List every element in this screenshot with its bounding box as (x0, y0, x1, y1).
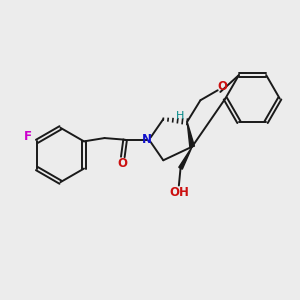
Text: OH: OH (169, 186, 190, 199)
Polygon shape (187, 122, 194, 147)
Text: O: O (218, 80, 228, 93)
Text: F: F (24, 130, 32, 143)
Text: N: N (142, 133, 152, 146)
Polygon shape (179, 147, 192, 169)
Text: H: H (176, 111, 184, 121)
Text: O: O (118, 157, 128, 170)
